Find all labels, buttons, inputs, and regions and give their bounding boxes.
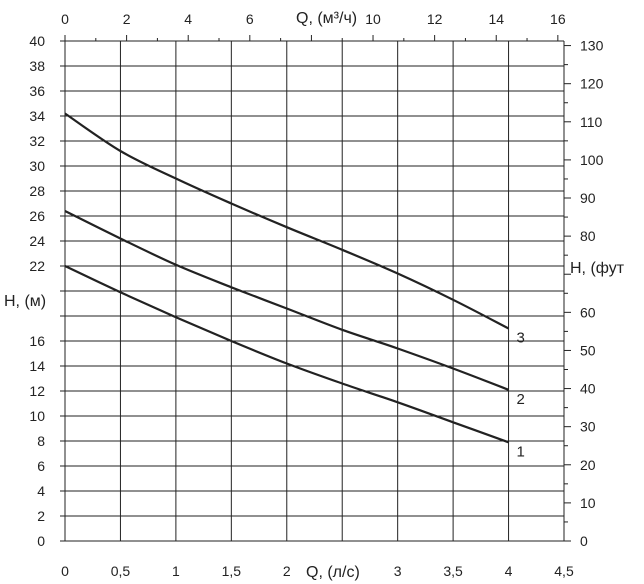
top-tick-label: 4	[184, 11, 192, 27]
left-tick-label: 14	[29, 358, 45, 374]
right-tick-label: 0	[580, 533, 588, 549]
left-tick-label: 8	[37, 433, 45, 449]
left-tick-label: 32	[29, 133, 45, 149]
right-tick-label: 100	[580, 152, 604, 168]
right-tick-label: 40	[580, 381, 596, 397]
grid	[64, 40, 565, 542]
right-tick-label: 80	[580, 228, 596, 244]
right-tick-label: 120	[580, 76, 604, 92]
bottom-tick-label: 1	[172, 563, 180, 579]
right-tick-label: 130	[580, 38, 604, 54]
curve-label-3: 3	[517, 330, 525, 347]
bottom-tick-label: 3,5	[443, 563, 463, 579]
right-axis-tick-labels: 0 10 20 30 40 50 60 80 90 100 110 120 130	[580, 38, 604, 549]
left-tick-label: 12	[29, 383, 45, 399]
left-tick-label: 0	[37, 533, 45, 549]
right-tick-label: 60	[580, 304, 596, 320]
curves	[64, 112, 510, 444]
bottom-tick-label: 2	[283, 563, 291, 579]
top-tick-label: 12	[427, 11, 443, 27]
left-tick-label: 24	[29, 233, 45, 249]
curve-2	[64, 210, 509, 391]
bottom-tick-label: 0	[61, 563, 69, 579]
right-tick-label: 90	[580, 190, 596, 206]
left-tick-label: 40	[29, 33, 45, 49]
right-tick-label: 10	[580, 495, 596, 511]
curve-1	[64, 265, 509, 444]
left-axis-title: H, (м)	[4, 293, 46, 310]
bottom-tick-label: 4,5	[554, 563, 574, 579]
left-tick-label: 38	[29, 58, 45, 74]
top-tick-label: 14	[488, 11, 504, 27]
top-tick-label: 10	[365, 11, 381, 27]
curve-label-2: 2	[517, 391, 525, 408]
left-tick-label: 6	[37, 458, 45, 474]
left-tick-label: 16	[29, 333, 45, 349]
top-axis-tick-labels: 0 2 4 6 10 12 14 16	[61, 11, 566, 27]
top-tick-label: 16	[550, 11, 566, 27]
left-tick-label: 4	[37, 483, 45, 499]
top-tick-label: 0	[61, 11, 69, 27]
right-axis-title: H, (фут	[570, 260, 625, 277]
right-tick-label: 110	[580, 114, 603, 130]
top-axis-title: Q, (м³/ч)	[296, 10, 357, 27]
bottom-tick-label: 4	[505, 563, 513, 579]
bottom-tick-label: 3	[394, 563, 402, 579]
curve-label-1: 1	[517, 443, 525, 460]
curve-3	[64, 112, 510, 330]
left-tick-label: 30	[29, 158, 45, 174]
left-tick-label: 36	[29, 83, 45, 99]
left-tick-label: 2	[37, 508, 45, 524]
left-tick-label: 10	[29, 408, 45, 424]
left-tick-label: 34	[29, 108, 45, 124]
right-tick-label: 20	[580, 457, 596, 473]
bottom-tick-label: 0,5	[111, 563, 131, 579]
right-tick-label: 50	[580, 342, 596, 358]
curve-labels: 1 2 3	[517, 330, 525, 461]
left-tick-label: 28	[29, 183, 45, 199]
left-tick-label: 22	[29, 258, 45, 274]
top-tick-label: 2	[123, 11, 131, 27]
bottom-axis-title: Q, (л/с)	[306, 564, 360, 581]
right-tick-label: 30	[580, 419, 596, 435]
left-tick-label: 26	[29, 208, 45, 224]
bottom-axis-tick-labels: 0 0,5 1 1,5 2 3 3,5 4 4,5	[61, 563, 574, 579]
bottom-tick-label: 1,5	[222, 563, 242, 579]
top-tick-label: 6	[246, 11, 254, 27]
tick-marks	[60, 35, 571, 542]
